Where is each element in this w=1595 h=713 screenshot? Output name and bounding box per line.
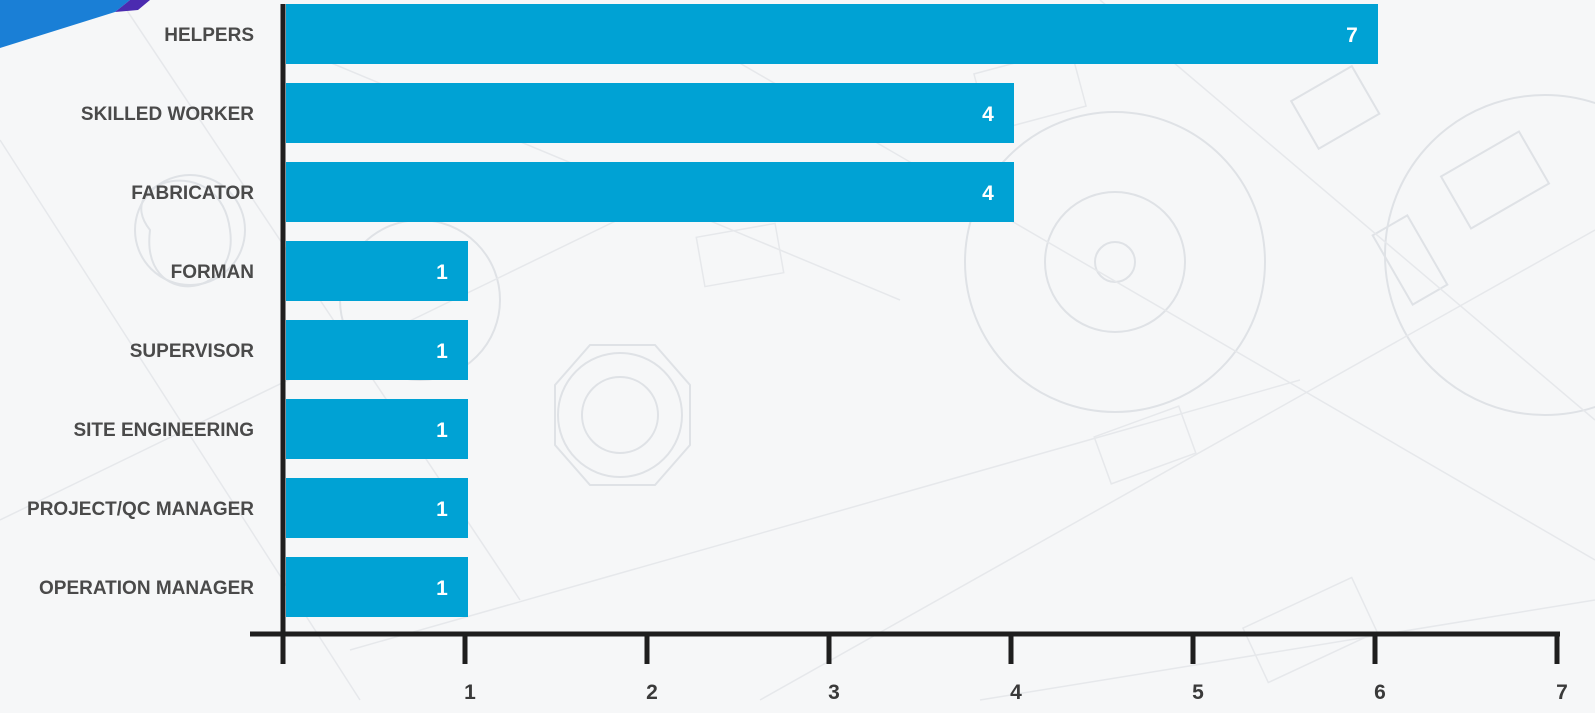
bar-value-label: 7 bbox=[1346, 24, 1358, 47]
category-label: PROJECT/QC MANAGER bbox=[27, 499, 254, 520]
bar-value-label: 4 bbox=[982, 182, 994, 205]
axes-layer bbox=[250, 4, 1560, 664]
x-tick-label: 1 bbox=[464, 681, 476, 704]
category-label: FABRICATOR bbox=[131, 183, 254, 204]
category-label: OPERATION MANAGER bbox=[39, 578, 254, 599]
bar-forman bbox=[286, 241, 468, 301]
bar-helpers bbox=[286, 4, 1378, 64]
x-tick-label: 6 bbox=[1374, 681, 1386, 704]
x-tick-label: 7 bbox=[1556, 681, 1568, 704]
category-labels-layer: HELPERS SKILLED WORKER FABRICATOR FORMAN SUP… bbox=[27, 25, 254, 599]
bars-layer bbox=[286, 4, 1378, 617]
category-label: SITE ENGINEERING bbox=[73, 420, 254, 441]
x-tick-label: 4 bbox=[1010, 681, 1022, 704]
bar-fabricator bbox=[286, 162, 1014, 222]
bar-value-label: 1 bbox=[436, 419, 448, 442]
x-tick-label: 5 bbox=[1192, 681, 1204, 704]
bar-value-label: 1 bbox=[436, 498, 448, 521]
bar-value-label: 1 bbox=[436, 577, 448, 600]
value-labels-layer: 7 4 4 1 1 1 1 1 bbox=[436, 24, 1358, 600]
bar-value-label: 1 bbox=[436, 261, 448, 284]
category-label: HELPERS bbox=[164, 25, 254, 46]
ticks-layer: 1 2 3 4 5 6 7 bbox=[462, 634, 1568, 704]
bar-operation-manager bbox=[286, 557, 468, 617]
bar-value-label: 1 bbox=[436, 340, 448, 363]
bar-site-engineering bbox=[286, 399, 468, 459]
bar-skilled-worker bbox=[286, 83, 1014, 143]
category-label: FORMAN bbox=[171, 262, 254, 283]
x-tick-label: 2 bbox=[646, 681, 658, 704]
category-label: SKILLED WORKER bbox=[81, 104, 254, 125]
bar-supervisor bbox=[286, 320, 468, 380]
logo-swoosh bbox=[0, 0, 150, 48]
bar-project-qc-manager bbox=[286, 478, 468, 538]
x-tick-label: 3 bbox=[828, 681, 840, 704]
category-label: SUPERVISOR bbox=[130, 341, 255, 362]
bar-value-label: 4 bbox=[982, 103, 994, 126]
